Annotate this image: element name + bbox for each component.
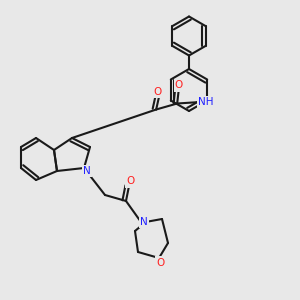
Text: O: O	[154, 86, 162, 97]
Text: N: N	[140, 217, 148, 227]
Text: O: O	[175, 80, 183, 91]
Text: N: N	[83, 166, 91, 176]
Text: O: O	[156, 257, 165, 268]
Text: NH: NH	[198, 97, 213, 107]
Text: O: O	[126, 176, 135, 187]
